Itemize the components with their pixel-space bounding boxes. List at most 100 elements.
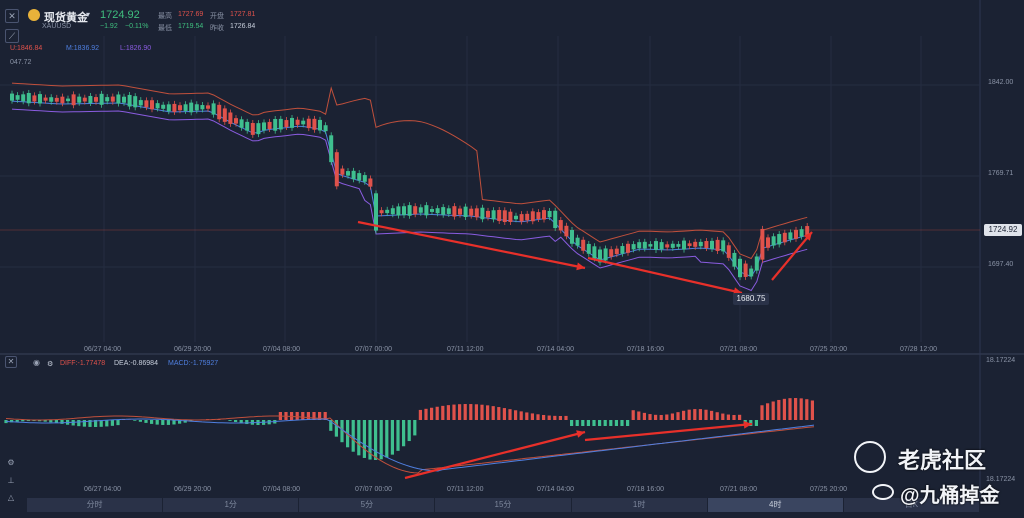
close-indicator-icon[interactable]: ✕ xyxy=(5,356,17,368)
candle-body xyxy=(771,236,776,246)
candle-body xyxy=(519,214,524,222)
macd-histogram-bar xyxy=(435,406,439,420)
candle-body xyxy=(732,252,737,267)
candle-body xyxy=(558,220,563,231)
candle-body xyxy=(340,168,345,175)
macd-histogram-bar xyxy=(497,407,501,420)
timeframe-button[interactable]: 分时 xyxy=(27,498,164,512)
tiger-logo-icon xyxy=(854,441,886,473)
candle-body xyxy=(665,244,670,248)
macd-histogram-bar xyxy=(166,420,170,425)
macd-histogram-bar xyxy=(295,412,299,420)
macd-histogram-bar xyxy=(407,420,411,442)
candle-body xyxy=(200,105,205,110)
macd-histogram-bar xyxy=(586,420,590,426)
candle-body xyxy=(553,210,558,229)
macd-histogram-bar xyxy=(799,398,803,420)
macd-histogram-bar xyxy=(77,420,81,427)
macd-histogram-bar xyxy=(54,420,58,424)
macd-histogram-bar xyxy=(609,420,613,426)
candle-body xyxy=(54,97,59,102)
settings-icon[interactable]: ⚙ xyxy=(7,458,15,467)
candle-body xyxy=(295,119,300,125)
macd-histogram-bar xyxy=(491,406,495,420)
gear-icon[interactable]: ⚙ xyxy=(47,361,54,368)
annotation-arrow xyxy=(357,220,586,270)
candle-body xyxy=(362,175,367,182)
macd-histogram-bar xyxy=(452,404,456,420)
candle-body xyxy=(452,206,457,217)
eye-icon[interactable]: ◉ xyxy=(33,358,40,367)
macd-histogram-bar xyxy=(301,412,305,420)
timeframe-button[interactable]: 1时 xyxy=(572,498,708,512)
macd-histogram-bar xyxy=(766,403,770,420)
candle-body xyxy=(178,105,182,111)
macd-histogram-bar xyxy=(536,414,540,420)
candle-body xyxy=(760,228,765,260)
timeframe-button[interactable]: 15分 xyxy=(435,498,572,512)
candle-body xyxy=(721,240,726,252)
macd-histogram-bar xyxy=(626,420,630,426)
candle-body xyxy=(704,241,709,248)
timeframe-button-active[interactable]: 4时 xyxy=(707,498,844,512)
macd-diff-label: DIFF:-1.77478 xyxy=(60,360,106,367)
price-change-pct: −0.11% xyxy=(125,23,149,30)
candle-body xyxy=(306,118,311,129)
candle-body xyxy=(234,118,238,124)
ruler-icon[interactable]: ⊥ xyxy=(7,476,15,485)
instrument-title[interactable]: 现货黄金 xyxy=(44,12,88,24)
macd-histogram-bar xyxy=(133,420,137,421)
candle-body xyxy=(66,98,70,102)
close-icon[interactable]: ✕ xyxy=(5,9,19,23)
macd-histogram-bar xyxy=(43,420,47,422)
macd-histogram-bar xyxy=(754,420,758,426)
candle-body xyxy=(794,229,798,239)
candle-body xyxy=(10,93,14,101)
macd-histogram-bar xyxy=(514,410,518,420)
macd-histogram-bar xyxy=(687,409,691,420)
macd-time-label: 06/27 04:00 xyxy=(84,486,121,493)
macd-histogram-bar xyxy=(357,420,361,456)
timeframe-button[interactable]: 日K xyxy=(844,498,980,512)
candle-body xyxy=(256,123,261,135)
macd-dea-line xyxy=(5,418,815,472)
macd-histogram-bar xyxy=(726,414,730,420)
macd-histogram-bar xyxy=(379,420,383,460)
candle-body xyxy=(570,230,574,244)
timeframe-button[interactable]: 1分 xyxy=(163,498,300,512)
macd-time-label: 07/11 12:00 xyxy=(447,486,484,493)
candle-body xyxy=(318,119,322,131)
timeframe-button[interactable]: 5分 xyxy=(299,498,436,512)
candle-body xyxy=(284,120,289,128)
candle-body xyxy=(788,232,793,240)
macd-histogram-bar xyxy=(334,420,338,437)
current-price: 1724.92 xyxy=(100,9,140,21)
candle-body xyxy=(105,97,110,102)
dropdown-caret-icon[interactable]: ▾ xyxy=(86,10,91,19)
macd-histogram-bar xyxy=(116,420,120,426)
tiger-community-watermark: 老虎社区 xyxy=(898,448,987,473)
candle-body xyxy=(222,108,227,122)
macd-time-label: 07/18 16:00 xyxy=(627,486,664,493)
candle-body xyxy=(150,100,154,110)
candle-body xyxy=(116,94,121,104)
macd-histogram-bar xyxy=(441,405,445,420)
macd-histogram-bar xyxy=(150,420,154,424)
macd-histogram-bar xyxy=(530,413,534,420)
macd-histogram-bar xyxy=(458,404,462,420)
macd-histogram-bar xyxy=(480,404,484,420)
gold-icon xyxy=(28,9,40,21)
time-label: 07/25 20:00 xyxy=(810,346,847,353)
macd-histogram-bar xyxy=(715,412,719,420)
candle-body xyxy=(211,103,216,115)
measure-icon[interactable]: △ xyxy=(7,493,15,502)
candle-body xyxy=(334,152,339,187)
timeframe-bar: 分时 1分 5分 15分 1时 4时 日K xyxy=(27,498,980,512)
price-axis-label: 1769.71 xyxy=(988,170,1014,177)
candle-body xyxy=(654,241,658,250)
draw-line-icon[interactable]: ⟋ xyxy=(5,29,19,43)
macd-value-label: MACD:-1.75927 xyxy=(168,360,219,367)
macd-histogram-bar xyxy=(654,414,658,420)
